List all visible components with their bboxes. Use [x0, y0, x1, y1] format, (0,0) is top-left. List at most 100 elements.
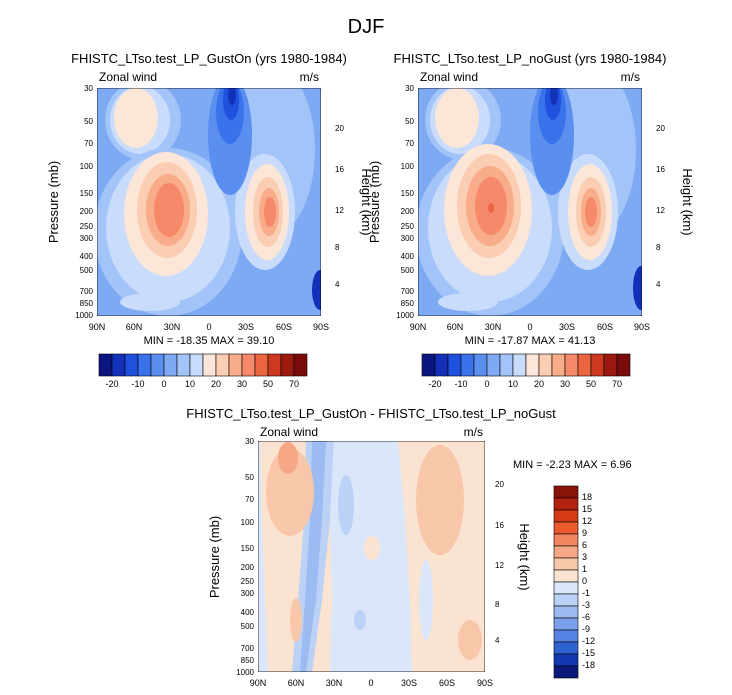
- colorbar-swatch: [553, 545, 579, 559]
- colorbar-swatch: [499, 353, 514, 377]
- colorbar-swatch: [553, 533, 579, 547]
- colorbar-label: 20: [211, 379, 221, 389]
- y-tick-label: 50: [84, 117, 93, 126]
- y-tick-label: 700: [401, 287, 415, 296]
- variable-label: Zonal wind: [99, 70, 157, 84]
- x-tick-label: 0: [527, 322, 532, 332]
- stats-label: MIN = -18.35 MAX = 39.10: [144, 335, 275, 347]
- colorbar-swatch: [616, 353, 631, 377]
- colorbar-swatch: [590, 353, 605, 377]
- y-right-tick-label: 20: [656, 124, 665, 133]
- x-axis: 90N 60N 30N 0 30S 60S 90S: [89, 322, 329, 332]
- panel-no-gust: FHISTC_LTso.test_LP_noGust (yrs 1980-198…: [367, 51, 695, 389]
- stats-label: MIN = -17.87 MAX = 41.13: [465, 335, 596, 347]
- colorbar-label: 10: [185, 379, 195, 389]
- y-tick-label: 100: [80, 162, 94, 171]
- colorbar-swatch: [553, 569, 579, 583]
- colorbar-swatch: [473, 353, 488, 377]
- x-tick-label: 30S: [559, 322, 575, 332]
- y-tick-label: 70: [405, 139, 414, 148]
- colorbar-swatch: [553, 653, 579, 667]
- y-tick-label: 850: [241, 656, 255, 665]
- colorbar-label: 3: [582, 552, 587, 562]
- x-tick-label: 90N: [89, 322, 106, 332]
- x-tick-label: 30N: [326, 678, 343, 688]
- x-tick-label: 0: [368, 678, 373, 688]
- y-tick-label: 50: [405, 117, 414, 126]
- panel-difference: FHISTC_LTso.test_LP_GustOn - FHISTC_LTso…: [186, 406, 631, 688]
- y-tick-label: 30: [405, 84, 414, 93]
- y-tick-label: 400: [241, 608, 255, 617]
- colorbar-swatch: [421, 353, 436, 377]
- y-tick-label: 400: [401, 252, 415, 261]
- colorbar-swatch: [202, 353, 217, 377]
- y-right-tick-label: 20: [495, 480, 504, 489]
- colorbar-swatch: [553, 557, 579, 571]
- colorbar-swatch: [603, 353, 618, 377]
- units-label: m/s: [621, 70, 640, 84]
- colorbar-swatch: [124, 353, 139, 377]
- y-right-tick-label: 4: [656, 280, 661, 289]
- y-right-tick-label: 8: [656, 243, 661, 252]
- colorbar-swatch: [267, 353, 282, 377]
- colorbar-label: 18: [582, 492, 592, 502]
- colorbar-swatch: [551, 353, 566, 377]
- colorbar-swatch: [564, 353, 579, 377]
- panel-title: FHISTC_LTso.test_LP_GustOn - FHISTC_LTso…: [186, 406, 556, 421]
- y-axis-title: Pressure (mb): [207, 516, 222, 598]
- x-tick-label: 60S: [276, 322, 292, 332]
- colorbar-label: 30: [560, 379, 570, 389]
- x-tick-label: 90S: [313, 322, 329, 332]
- y-axis-right: 20 16 12 8 4 Height (km): [656, 124, 695, 289]
- y-right-tick-label: 20: [335, 124, 344, 133]
- colorbar-swatch: [228, 353, 243, 377]
- x-tick-label: 30N: [485, 322, 502, 332]
- colorbar-label: -18: [582, 660, 595, 670]
- y-tick-label: 70: [84, 139, 93, 148]
- colorbar: 18 15 12 9 6 3 1 0 -1 -3 -6 -9 -12 -15 -…: [553, 485, 595, 679]
- y-tick-label: 150: [80, 189, 94, 198]
- colorbar-label: 50: [263, 379, 273, 389]
- colorbar-label: 1: [582, 564, 587, 574]
- x-tick-label: 30S: [238, 322, 254, 332]
- y-right-tick-label: 16: [335, 165, 344, 174]
- colorbar-swatch: [553, 593, 579, 607]
- x-tick-label: 60N: [447, 322, 464, 332]
- y-axis-right: 20 16 12 8 4 Height (km): [335, 124, 374, 289]
- y-tick-label: 1000: [75, 311, 93, 320]
- y-tick-label: 50: [245, 473, 254, 482]
- x-tick-label: 90S: [634, 322, 650, 332]
- y-right-tick-label: 16: [656, 165, 665, 174]
- y-tick-label: 30: [84, 84, 93, 93]
- colorbar-swatch: [111, 353, 126, 377]
- y-tick-label: 100: [241, 518, 255, 527]
- colorbar-swatch: [553, 629, 579, 643]
- colorbar-swatch: [553, 605, 579, 619]
- x-tick-label: 90N: [410, 322, 427, 332]
- y-tick-label: 1000: [236, 668, 254, 677]
- stats-label: MIN = -2.23 MAX = 6.96: [513, 459, 632, 471]
- colorbar-label: 20: [534, 379, 544, 389]
- colorbar-label: -20: [105, 379, 118, 389]
- colorbar-label: -9: [582, 624, 590, 634]
- colorbar-label: 70: [289, 379, 299, 389]
- colorbar-label: 12: [582, 516, 592, 526]
- colorbar-swatch: [98, 353, 113, 377]
- x-tick-label: 90N: [250, 678, 267, 688]
- colorbar-swatch: [553, 617, 579, 631]
- y-right-tick-label: 4: [335, 280, 340, 289]
- y-tick-label: 700: [241, 644, 255, 653]
- y-tick-label: 300: [401, 234, 415, 243]
- y-tick-label: 500: [401, 266, 415, 275]
- x-tick-label: 60S: [597, 322, 613, 332]
- y-tick-label: 700: [80, 287, 94, 296]
- colorbar-label: 9: [582, 528, 587, 538]
- y-tick-label: 500: [241, 622, 255, 631]
- colorbar-swatch: [553, 665, 579, 679]
- x-axis: 90N 60N 30N 0 30S 60S 90S: [250, 678, 493, 688]
- colorbar-label: -1: [582, 588, 590, 598]
- colorbar-label: -6: [582, 612, 590, 622]
- y-tick-label: 100: [401, 162, 415, 171]
- colorbar-swatch: [163, 353, 178, 377]
